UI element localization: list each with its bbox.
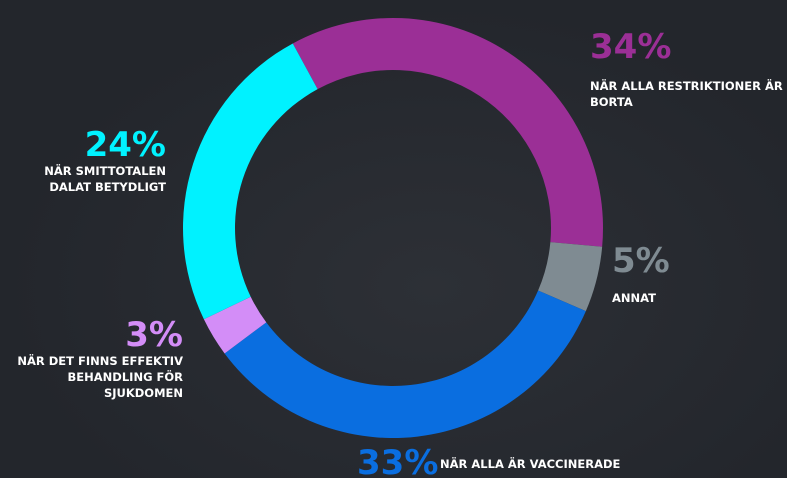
percent-label: 3% xyxy=(125,315,183,355)
donut-slice xyxy=(292,17,603,247)
donut-slice xyxy=(183,43,318,320)
donut-slice xyxy=(538,242,603,312)
percent-label: 34% xyxy=(590,27,672,67)
slice-label: NÄR SMITTOTALEN DALAT BETYDLIGT xyxy=(44,164,166,194)
slice-label: NÄR DET FINNS EFFEKTIV BEHANDLING FÖR SJ… xyxy=(17,354,183,400)
slice-label: NÄR ALLA ÄR VACCINERADE xyxy=(440,457,621,471)
percent-label: 33% xyxy=(357,443,439,478)
slice-label: ANNAT xyxy=(612,291,657,305)
donut-slice xyxy=(224,290,586,438)
slice-label: NÄR ALLA RESTRIKTIONER ÄR BORTA xyxy=(590,79,783,109)
donut-slice xyxy=(203,296,267,354)
percent-label: 5% xyxy=(612,241,670,281)
percent-label: 24% xyxy=(84,125,166,165)
